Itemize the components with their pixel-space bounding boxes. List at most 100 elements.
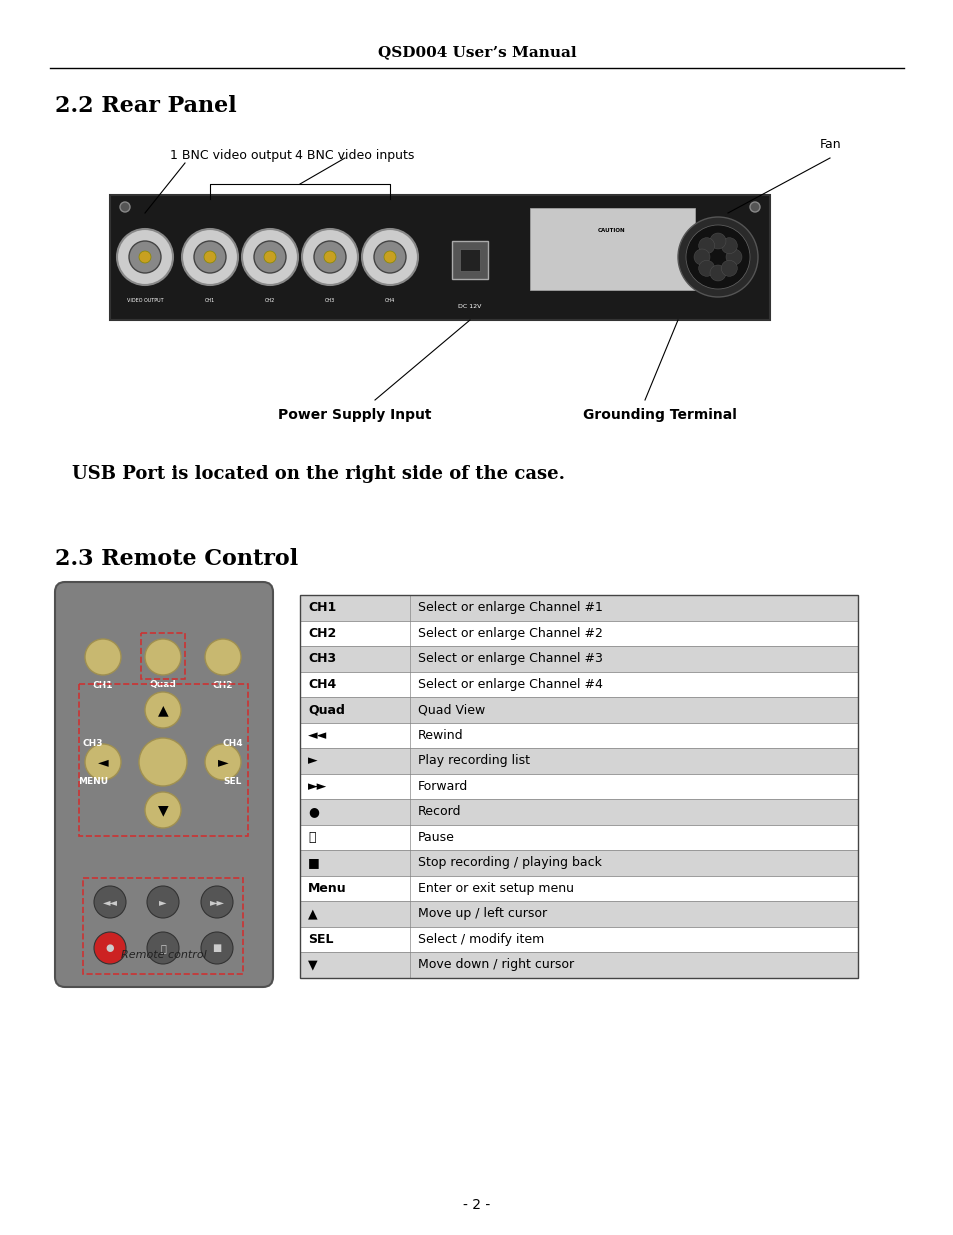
Text: Record: Record [417, 805, 461, 819]
Text: CH4: CH4 [222, 740, 243, 748]
Bar [299, 722, 857, 748]
Text: Move up / left cursor: Move up / left cursor [417, 908, 547, 920]
Circle shape [698, 261, 714, 277]
Circle shape [384, 251, 395, 263]
Text: CH4: CH4 [384, 298, 395, 303]
Text: ■: ■ [213, 944, 221, 953]
Text: ⏸: ⏸ [308, 831, 315, 844]
Text: CH1: CH1 [92, 680, 113, 689]
Text: Select / modify item: Select / modify item [417, 932, 543, 946]
Circle shape [145, 638, 181, 676]
Circle shape [698, 237, 714, 253]
Bar [299, 672, 857, 697]
Text: Enter or exit setup menu: Enter or exit setup menu [417, 882, 574, 894]
Text: 2.3 Remote Control: 2.3 Remote Control [55, 548, 297, 571]
Bar [299, 952, 857, 977]
Text: CH1: CH1 [308, 601, 335, 614]
Circle shape [85, 743, 121, 781]
Bar [452, 241, 488, 279]
Bar [299, 697, 857, 722]
Bar [299, 620, 857, 646]
Text: Pause: Pause [417, 831, 455, 844]
Text: SEL: SEL [308, 932, 334, 946]
Text: CH2: CH2 [308, 626, 335, 640]
Text: QSD004 User’s Manual: QSD004 User’s Manual [377, 44, 576, 59]
Text: 4 BNC video inputs: 4 BNC video inputs [294, 148, 414, 162]
Text: ◄◄: ◄◄ [102, 897, 117, 906]
Text: ◄◄: ◄◄ [308, 729, 327, 742]
Circle shape [145, 792, 181, 827]
Circle shape [201, 932, 233, 965]
Text: Select or enlarge Channel #4: Select or enlarge Channel #4 [417, 678, 602, 690]
Circle shape [725, 249, 741, 266]
Circle shape [85, 638, 121, 676]
Circle shape [139, 739, 187, 785]
Text: ►: ► [308, 755, 317, 767]
Text: Power Supply Input: Power Supply Input [278, 408, 432, 422]
Bar [299, 850, 857, 876]
Text: Stop recording / playing back: Stop recording / playing back [417, 856, 601, 869]
Circle shape [709, 233, 725, 249]
Circle shape [749, 203, 760, 212]
Text: Forward: Forward [417, 779, 468, 793]
Circle shape [264, 251, 275, 263]
Text: Quad: Quad [308, 703, 345, 716]
Bar [299, 902, 857, 926]
Text: ▼: ▼ [308, 958, 317, 971]
Text: ►: ► [217, 755, 228, 769]
Text: CH3: CH3 [308, 652, 335, 666]
Circle shape [182, 228, 237, 285]
Circle shape [201, 885, 233, 918]
Circle shape [242, 228, 297, 285]
Text: Select or enlarge Channel #3: Select or enlarge Channel #3 [417, 652, 602, 666]
Text: CH3: CH3 [325, 298, 335, 303]
Text: SEL: SEL [224, 778, 242, 787]
Text: USB Port is located on the right side of the case.: USB Port is located on the right side of… [71, 466, 564, 483]
Text: ●: ● [106, 944, 114, 953]
Circle shape [374, 241, 406, 273]
Circle shape [120, 203, 130, 212]
Text: CH2: CH2 [265, 298, 274, 303]
Text: MENU: MENU [78, 778, 108, 787]
Circle shape [139, 251, 151, 263]
Text: ◄: ◄ [97, 755, 109, 769]
Text: Play recording list: Play recording list [417, 755, 530, 767]
Text: CH2: CH2 [213, 680, 233, 689]
Circle shape [193, 241, 226, 273]
Circle shape [693, 249, 709, 266]
Text: Quad: Quad [150, 680, 176, 689]
Text: ■: ■ [308, 856, 319, 869]
Circle shape [147, 885, 179, 918]
Text: CH3: CH3 [83, 740, 103, 748]
Bar [299, 825, 857, 850]
Text: Quad View: Quad View [417, 703, 485, 716]
Text: 1 BNC video output: 1 BNC video output [170, 148, 292, 162]
Circle shape [685, 225, 749, 289]
Circle shape [720, 237, 737, 253]
Text: Fan: Fan [820, 138, 841, 152]
Text: VIDEO OUTPUT: VIDEO OUTPUT [127, 298, 163, 303]
Text: ▼: ▼ [157, 803, 168, 818]
Circle shape [204, 251, 215, 263]
Circle shape [324, 251, 335, 263]
Circle shape [94, 932, 126, 965]
Text: Select or enlarge Channel #1: Select or enlarge Channel #1 [417, 601, 602, 614]
Text: Grounding Terminal: Grounding Terminal [582, 408, 736, 422]
Bar [299, 595, 857, 977]
Circle shape [302, 228, 357, 285]
Text: CH4: CH4 [308, 678, 335, 690]
Bar [459, 249, 479, 270]
Bar [299, 773, 857, 799]
Circle shape [145, 692, 181, 727]
Text: Remote control: Remote control [121, 950, 207, 960]
Circle shape [678, 217, 758, 296]
Text: ▲: ▲ [308, 908, 317, 920]
Text: CAUTION: CAUTION [598, 227, 625, 232]
Circle shape [720, 261, 737, 277]
Bar [299, 595, 857, 620]
Bar [530, 207, 695, 290]
Text: DC 12V: DC 12V [457, 305, 481, 310]
Text: ►: ► [159, 897, 167, 906]
Bar [110, 195, 769, 320]
Text: 2.2 Rear Panel: 2.2 Rear Panel [55, 95, 236, 117]
